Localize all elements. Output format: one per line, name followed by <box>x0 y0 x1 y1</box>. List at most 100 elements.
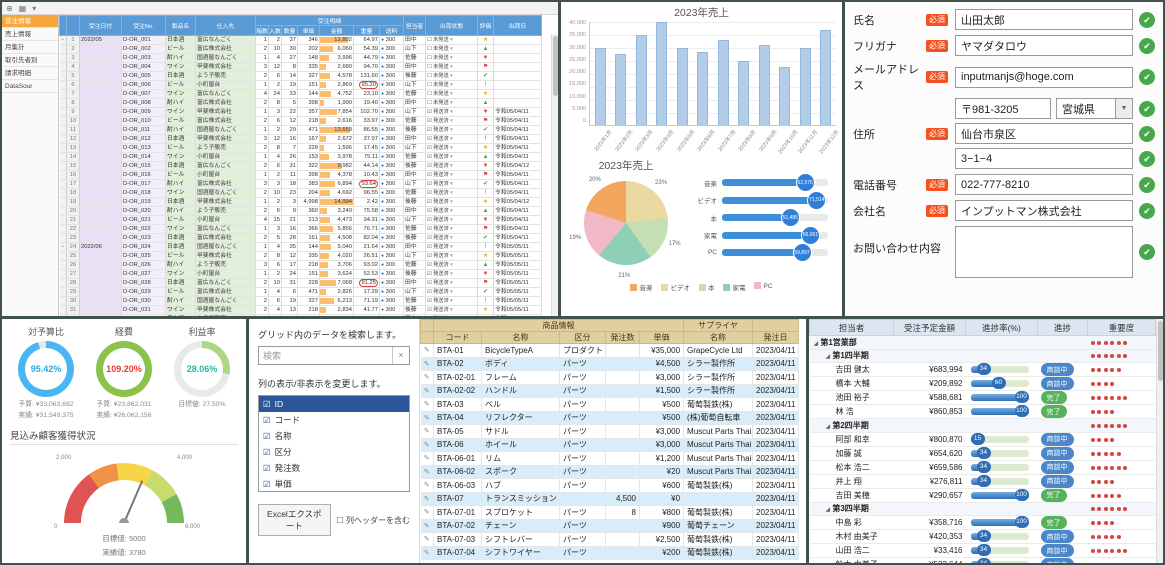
add-sheet-icon[interactable]: ⊕ <box>6 3 13 13</box>
ship-state-dropdown[interactable]: ☐ 未発送 ▾ <box>425 53 479 63</box>
street-field[interactable]: 3−1−4 <box>955 148 1133 169</box>
order-row[interactable]: 10 D-OR_010 ビール 富広株式会社 2 6 12 218 2,616 33.97 ● 30… <box>59 116 543 126</box>
order-row[interactable]: 20 D-OR_020 酎ハイ よう子販売 2 6 9 360 3,240 75.58 ● 300 田… <box>59 206 543 216</box>
order-row[interactable]: 4 D-OR_004 ワイン 甲斐株式会社 3 12 8 335 2,680 94.70 ● 300… <box>59 62 543 72</box>
group-row[interactable]: ◢ 第1四半期 <box>809 349 1156 363</box>
sheet-tab[interactable]: DataSour <box>2 80 58 93</box>
order-row[interactable]: −1 2022/05 D-OR_001 日本酒 富広なんごく 1 2 37 346 12,802 6… <box>59 35 543 45</box>
group-row[interactable]: ◢ 第3四半期 <box>809 502 1156 516</box>
ship-state-dropdown[interactable]: ☑ 発送済 ▾ <box>425 188 479 198</box>
bar-month-3[interactable] <box>635 35 647 125</box>
product-row[interactable]: ✎ BTA-06 ホイール パーツ ¥3,000 Muscut Parts Thai 202… <box>420 438 800 452</box>
group-row[interactable]: ◢ 第2四半期 <box>809 418 1156 433</box>
order-row[interactable]: 19 D-OR_019 日本酒 甲斐株式会社 1 2 3 4,998 14,994 2.42 ● 3… <box>59 197 543 207</box>
include-header-checkbox[interactable]: ☐ 列ヘッダーを含む <box>336 515 410 525</box>
order-row[interactable]: 5 D-OR_005 日本酒 よう子販売 2 6 14 327 4,578 131.60 ● 300… <box>59 71 543 81</box>
bar-month-5[interactable] <box>676 48 688 125</box>
edit-icon[interactable]: ✎ <box>420 519 434 533</box>
ship-state-dropdown[interactable]: ☑ 発送済 ▾ <box>425 125 479 135</box>
expand-icon[interactable]: ◢ <box>825 423 831 430</box>
order-row[interactable]: 30 D-OR_030 酎ハイ 国酒屋なんごく 2 6 19 327 6,213 71.19 ● 3… <box>59 296 543 306</box>
sales-row[interactable]: 吉田 健太 ¥683,994 34 商談中 <box>809 362 1156 377</box>
ship-state-dropdown[interactable]: ☐ 未発送 ▾ <box>425 80 479 90</box>
order-row[interactable]: 6 D-OR_006 ビール 小町屋台 1 2 19 151 2,869 95.20 ● 300 山下… <box>59 80 543 90</box>
order-row[interactable]: 18 D-OR_018 ワイン 国酒屋なんごく 2 10 23 204 4,692 96.55 ● … <box>59 188 543 198</box>
product-row[interactable]: ✎ BTA-03 ベル パーツ ¥500 葡萄製鉄(株) 2023/04/11 <box>420 397 800 412</box>
sales-row[interactable]: 中島 彩 ¥358,716 100 完了 <box>809 515 1156 530</box>
sales-row[interactable]: 吉田 美穂 ¥290,657 100 完了 <box>809 488 1156 503</box>
edit-icon[interactable]: ✎ <box>420 384 434 398</box>
sales-row[interactable]: 橋本 大輔 ¥209,892 60 商談中 <box>809 376 1156 391</box>
order-row[interactable]: 29 D-OR_029 ビール 富広株式会社 1 4 6 471 2,826 17.29 ● 300… <box>59 287 543 297</box>
ship-state-dropdown[interactable]: ☑ 発送済 ▾ <box>425 242 479 252</box>
edit-icon[interactable]: ✎ <box>420 465 434 479</box>
edit-icon[interactable]: ✎ <box>420 546 434 560</box>
product-row[interactable]: ✎ BTA-07-02 チェーン パーツ ¥900 葡萄チェーン 2023/04/11 <box>420 519 800 533</box>
expand-icon[interactable]: ◢ <box>825 354 831 361</box>
expand-icon[interactable]: ◢ <box>825 507 831 514</box>
inquiry-textarea[interactable] <box>955 226 1133 278</box>
edit-icon[interactable]: ✎ <box>420 451 434 466</box>
bar-month-11[interactable] <box>799 48 811 125</box>
checkbox-icon[interactable]: ☑ <box>263 414 271 425</box>
bar-month-12[interactable] <box>820 30 832 125</box>
sheet-tab[interactable]: 月集計 <box>2 41 58 54</box>
pie-chart[interactable]: 20% 23% 17% 21% 19% <box>569 177 681 279</box>
bar-month-9[interactable] <box>758 45 770 125</box>
ship-state-dropdown[interactable]: ☑ 発送済 ▾ <box>425 152 479 162</box>
product-row[interactable]: ✎ BTA-06-02 スポーク パーツ ¥20 Muscut Parts Thai 202… <box>420 465 800 479</box>
ship-state-dropdown[interactable]: ☑ 発送済 ▾ <box>425 161 479 171</box>
bar-month-1[interactable] <box>594 48 606 125</box>
phone-field[interactable]: 022-777-8210 <box>955 174 1133 195</box>
product-row[interactable]: ✎ BTA-07-04 シフトワイヤー パーツ ¥200 葡萄製鉄(株) 2023/04/1… <box>420 546 800 560</box>
product-row[interactable]: ✎ BTA-02-01 フレーム パーツ ¥3,000 シラー製作所 2023/04/11 <box>420 370 800 385</box>
ship-state-dropdown[interactable]: ☑ 発送済 ▾ <box>425 296 479 306</box>
checkbox-icon[interactable]: ☑ <box>263 398 271 409</box>
sheet-tab[interactable]: 請求明細 <box>2 67 58 80</box>
sales-row[interactable]: 松本 浩二 ¥659,586 34 商談中 <box>809 460 1156 475</box>
edit-icon[interactable]: ✎ <box>420 478 434 493</box>
checkbox-icon[interactable]: ☑ <box>263 462 271 473</box>
sales-row[interactable]: 井上 翔 ¥276,811 34 商談中 <box>809 474 1156 489</box>
excel-export-button[interactable]: Excelエクスポート <box>258 504 331 536</box>
bar-month-10[interactable] <box>779 67 791 125</box>
column-toggle-item[interactable]: ☑ 区分 <box>263 446 292 458</box>
ship-state-dropdown[interactable]: ☑ 発送済 ▾ <box>425 287 479 297</box>
bar-month-4[interactable] <box>656 22 668 125</box>
chevron-down-icon[interactable]: ▼ <box>1115 99 1132 118</box>
edit-icon[interactable]: ✎ <box>420 411 434 425</box>
product-row[interactable]: ✎ BTA-02-02 ハンドル パーツ ¥1,500 シラー製作所 2023/04/11 <box>420 384 800 398</box>
product-table[interactable]: 商品情報 サプライヤ コード 名称 区分 発注数 単価 名称 発注日 ✎ BTA-01 Bicycle… <box>420 319 800 560</box>
order-row[interactable]: 11 D-OR_011 酎ハイ 国酒屋なんごく 1 2 29 471 13,659 86.55 ● … <box>59 125 543 135</box>
ship-state-dropdown[interactable]: ☑ 発送済 ▾ <box>425 215 479 225</box>
ship-state-dropdown[interactable]: ☐ 未発送 ▾ <box>425 35 479 45</box>
checkbox-icon[interactable]: ☑ <box>263 446 271 457</box>
search-input[interactable]: 検索 <box>263 351 282 361</box>
order-row[interactable]: 32D-OR_032日本酒よう子販売16213226,76258.31● 300… <box>59 314 543 316</box>
order-row[interactable]: 8 D-OR_008 酎ハイ 富広株式会社 2 8 5 398 1,990 19.40 ● 300 田… <box>59 98 543 108</box>
menu-icon[interactable]: ▾ <box>32 3 37 13</box>
order-row[interactable]: 14 D-OR_014 ワイン 小町屋台 1 4 26 153 3,978 75.11 ● 300 佐… <box>59 152 543 162</box>
ship-state-dropdown[interactable]: ☐ 未発送 ▾ <box>425 71 479 81</box>
order-row[interactable]: −24 2022/06 D-OR_024 日本酒 国酒屋なんごく 1 4 35 144 5,040… <box>59 242 543 252</box>
bar-month-2[interactable] <box>615 54 627 125</box>
sales-row[interactable]: 山田 浩二 ¥33,416 34 商談中 <box>809 543 1156 558</box>
ship-state-dropdown[interactable]: ☑ 発送済 ▾ <box>425 170 479 180</box>
ship-state-dropdown[interactable]: ☑ 発送済 ▾ <box>425 251 479 261</box>
product-row[interactable]: ✎ BTA-05 サドル パーツ ¥3,000 Muscut Parts Thai 2023… <box>420 424 800 439</box>
ship-state-dropdown[interactable]: ☑ 発送済 ▾ <box>425 197 479 207</box>
edit-icon[interactable]: ✎ <box>420 532 434 547</box>
order-row[interactable]: 15 D-OR_015 日本酒 富広なんごく 2 6 31 322 9,982 44.14 ● 30… <box>59 161 543 171</box>
ship-state-dropdown[interactable]: ☑ 発送済 ▾ <box>425 107 479 117</box>
order-row[interactable]: 7 D-OR_007 ワイン 富広なんごく 4 24 33 144 4,752 23.10 ● 30… <box>59 89 543 99</box>
edit-icon[interactable]: ✎ <box>420 424 434 439</box>
ship-state-dropdown[interactable]: ☑ 発送済 ▾ <box>425 224 479 234</box>
column-toggle-item[interactable]: ☑ ID <box>259 396 409 412</box>
name-field[interactable]: 山田太郎 <box>955 9 1133 30</box>
sales-row[interactable]: 鈴木 由美子¥533,64434商談中 <box>809 557 1156 563</box>
order-row[interactable]: 26 D-OR_026 酎ハイ よう子販売 3 6 17 218 3,706 93.02 ● 300… <box>59 260 543 270</box>
edit-icon[interactable]: ✎ <box>420 370 434 385</box>
ship-state-dropdown[interactable]: ☑ 発送済 ▾ <box>425 278 479 288</box>
column-toggle-item[interactable]: ☑ 発注数 <box>263 462 301 474</box>
ship-state-dropdown[interactable]: ☑ 発送済 ▾ <box>425 233 479 243</box>
